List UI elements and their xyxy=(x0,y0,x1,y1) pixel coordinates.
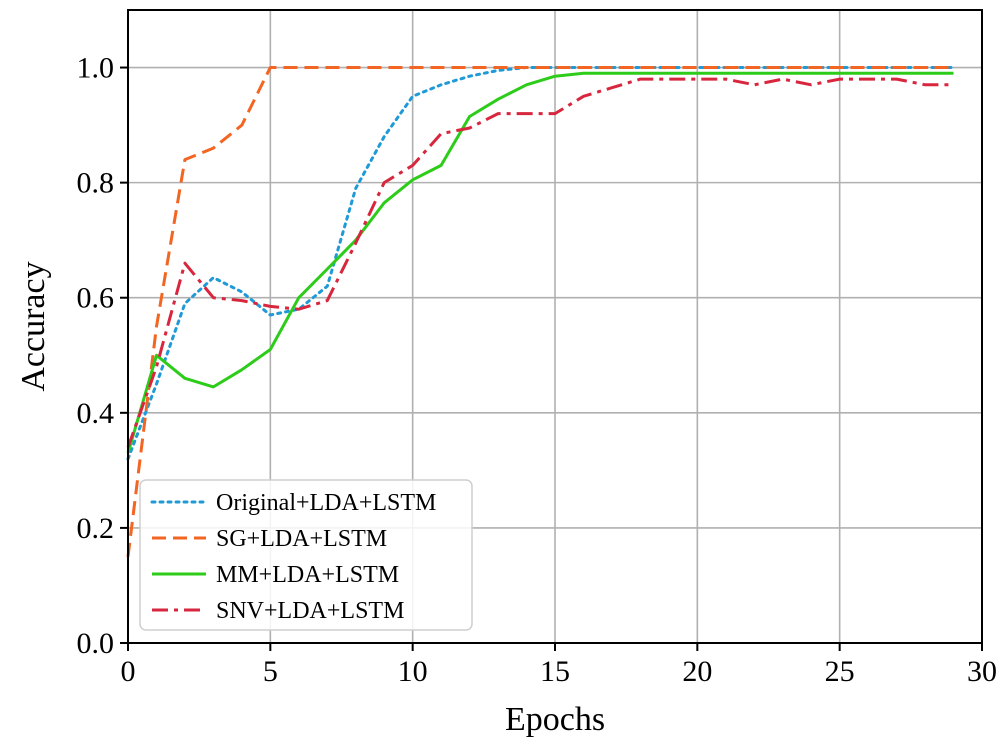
y-axis-title: Accuracy xyxy=(15,261,52,391)
x-tick-label: 20 xyxy=(682,655,712,688)
y-tick-label: 0.8 xyxy=(77,167,115,200)
series-line-original-lda-lstm xyxy=(126,66,955,461)
y-tick-label: 0.2 xyxy=(77,512,115,545)
legend-label: SNV+LDA+LSTM xyxy=(216,598,404,624)
legend: Original+LDA+LSTM SG+LDA+LSTM MM+LDA+LSTM S… xyxy=(139,479,473,631)
x-tick-label: 25 xyxy=(825,655,855,688)
ticks: 0 5 10 15 20 25 30 0.0 0.2 0.4 0.6 0.8 1.0 xyxy=(77,52,998,688)
y-tick-label: 1.0 xyxy=(77,52,115,85)
series-line-sg-lda-lstm xyxy=(126,66,954,557)
series-line-snv-lda-lstm xyxy=(126,77,954,448)
series-line-mm-lda-lstm xyxy=(126,71,954,454)
legend-label: Original+LDA+LSTM xyxy=(216,490,436,516)
legend-label: MM+LDA+LSTM xyxy=(216,562,399,588)
legend-box xyxy=(139,479,473,631)
y-tick-label: 0.4 xyxy=(77,397,115,430)
series-layer xyxy=(126,66,955,557)
x-tick-label: 10 xyxy=(398,655,428,688)
x-tick-label: 15 xyxy=(540,655,570,688)
y-tick-label: 0.6 xyxy=(77,282,115,315)
x-tick-label: 30 xyxy=(967,655,997,688)
x-tick-label: 5 xyxy=(263,655,278,688)
y-tick-label: 0.0 xyxy=(77,627,115,660)
legend-label: SG+LDA+LSTM xyxy=(216,526,387,552)
x-axis-title: Epochs xyxy=(505,701,605,738)
x-tick-label: 0 xyxy=(121,655,136,688)
